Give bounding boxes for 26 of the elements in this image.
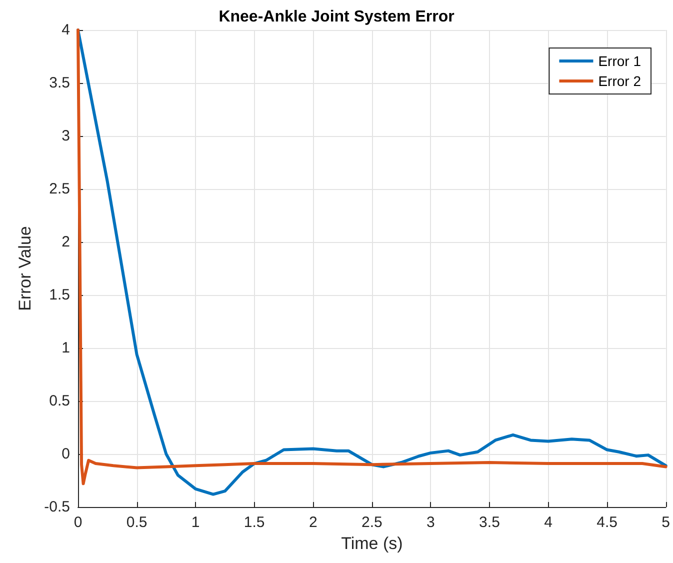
y-tick-label: 0.5 <box>49 392 70 410</box>
y-tick-label: 1 <box>62 340 70 356</box>
x-tick-label: 1.5 <box>244 514 265 531</box>
y-tick-label: -0.5 <box>44 498 70 516</box>
y-tick-label: 2 <box>62 234 70 250</box>
x-tick-label: 0 <box>74 514 82 531</box>
x-tick-label: 1 <box>191 514 200 531</box>
y-tick-label: 1.5 <box>49 286 70 304</box>
x-axis-title: Time (s) <box>341 534 403 553</box>
legend-label: Error 2 <box>598 73 642 89</box>
x-tick-label: 3 <box>426 514 435 531</box>
x-tick-label: 4.5 <box>596 514 618 531</box>
y-tick-label: 3.5 <box>49 74 70 92</box>
x-tick-label: 4 <box>544 514 552 531</box>
legend-label: Error 1 <box>598 53 642 69</box>
y-tick-label: 0 <box>62 446 70 462</box>
x-tick-label: 0.5 <box>126 514 148 531</box>
chart-title: Knee-Ankle Joint System Error <box>218 8 454 26</box>
x-tick-label: 2 <box>308 514 318 531</box>
y-axis-title: Error Value <box>15 226 34 311</box>
x-tick-label: 2.5 <box>361 514 382 531</box>
y-tick-label: 2.5 <box>49 180 70 198</box>
x-tick-label: 5 <box>662 514 670 531</box>
x-tick-label: 3.5 <box>479 514 500 531</box>
y-tick-label: 3 <box>62 128 70 144</box>
y-tick-label: 4 <box>62 22 70 38</box>
